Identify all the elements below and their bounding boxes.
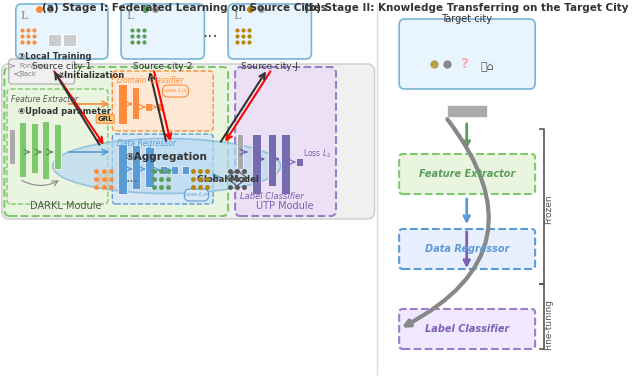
Text: ②Initialization: ②Initialization: [57, 71, 124, 80]
FancyBboxPatch shape: [228, 4, 312, 59]
Text: Target city: Target city: [441, 14, 492, 24]
FancyBboxPatch shape: [184, 189, 209, 201]
Text: Feature Extractor: Feature Extractor: [419, 169, 515, 179]
Bar: [132, 87, 139, 119]
FancyBboxPatch shape: [112, 71, 213, 131]
Text: Loss $L_{DC}$: Loss $L_{DC}$: [162, 86, 189, 96]
Text: Label Classifier: Label Classifier: [424, 324, 509, 334]
FancyBboxPatch shape: [399, 309, 535, 349]
Bar: [54, 124, 61, 169]
Text: Loss $L_{DR}$: Loss $L_{DR}$: [183, 191, 210, 199]
Bar: [145, 103, 152, 111]
FancyBboxPatch shape: [399, 229, 535, 269]
Bar: [182, 166, 189, 174]
Bar: [31, 123, 38, 173]
Text: ...: ...: [125, 171, 138, 185]
Bar: [9, 129, 15, 164]
Text: Fine-tuning: Fine-tuning: [544, 299, 553, 349]
Text: Source city-J: Source city-J: [241, 62, 298, 71]
Text: (b) Stage II: Knowledge Transferring on the Target City: (b) Stage II: Knowledge Transferring on …: [305, 3, 629, 13]
Text: Forward: Forward: [19, 63, 47, 69]
Text: Source city-1: Source city-1: [32, 62, 92, 71]
Bar: [145, 147, 154, 187]
Bar: [281, 134, 291, 194]
Bar: [118, 144, 127, 194]
Bar: [63, 34, 76, 46]
Bar: [296, 158, 303, 166]
Text: ④Upload parameter: ④Upload parameter: [17, 106, 111, 116]
Bar: [447, 105, 487, 117]
Text: (a) Stage I: Federated Learning on Source Cities: (a) Stage I: Federated Learning on Sourc…: [42, 3, 326, 13]
Bar: [118, 84, 127, 124]
FancyBboxPatch shape: [9, 59, 75, 84]
Text: DARKL Module: DARKL Module: [30, 201, 102, 211]
Bar: [48, 34, 61, 46]
Text: ?: ?: [461, 57, 469, 71]
Text: Back: Back: [19, 71, 36, 77]
FancyBboxPatch shape: [399, 19, 535, 89]
Text: Data Regressor: Data Regressor: [116, 139, 175, 148]
FancyBboxPatch shape: [16, 4, 108, 59]
FancyBboxPatch shape: [121, 4, 204, 59]
Bar: [252, 134, 261, 194]
Text: UTP Module: UTP Module: [256, 201, 314, 211]
Text: Loss $L_2$: Loss $L_2$: [303, 148, 331, 160]
FancyBboxPatch shape: [235, 67, 336, 216]
Text: ⛺⌂: ⛺⌂: [480, 62, 493, 72]
Text: ⑤Aggregation: ⑤Aggregation: [125, 152, 207, 162]
FancyBboxPatch shape: [112, 134, 213, 204]
FancyBboxPatch shape: [399, 154, 535, 194]
FancyBboxPatch shape: [2, 64, 374, 219]
Bar: [156, 103, 163, 111]
Bar: [159, 166, 166, 174]
Text: Domain Classifier: Domain Classifier: [116, 76, 184, 85]
FancyBboxPatch shape: [4, 67, 228, 216]
Text: ...: ...: [203, 23, 218, 41]
Bar: [132, 145, 140, 189]
Text: GRL: GRL: [97, 116, 113, 122]
Bar: [48, 34, 61, 46]
Text: L: L: [233, 11, 241, 21]
Text: Global Model: Global Model: [197, 174, 259, 183]
Text: Source city-2: Source city-2: [133, 62, 193, 71]
Bar: [171, 166, 178, 174]
Text: ③Local Training: ③Local Training: [17, 52, 91, 61]
Bar: [268, 134, 276, 186]
Text: Label Classifier: Label Classifier: [240, 192, 304, 201]
Text: L: L: [21, 11, 28, 21]
Bar: [63, 34, 76, 46]
Text: Data Regressor: Data Regressor: [424, 244, 509, 254]
Ellipse shape: [52, 138, 281, 194]
Text: Feature Extractor: Feature Extractor: [10, 95, 77, 104]
Bar: [237, 134, 243, 169]
Text: L: L: [126, 11, 134, 21]
FancyBboxPatch shape: [163, 85, 189, 97]
FancyBboxPatch shape: [7, 89, 108, 204]
Text: Frozen: Frozen: [544, 194, 553, 224]
Bar: [42, 121, 49, 179]
Bar: [19, 122, 26, 177]
